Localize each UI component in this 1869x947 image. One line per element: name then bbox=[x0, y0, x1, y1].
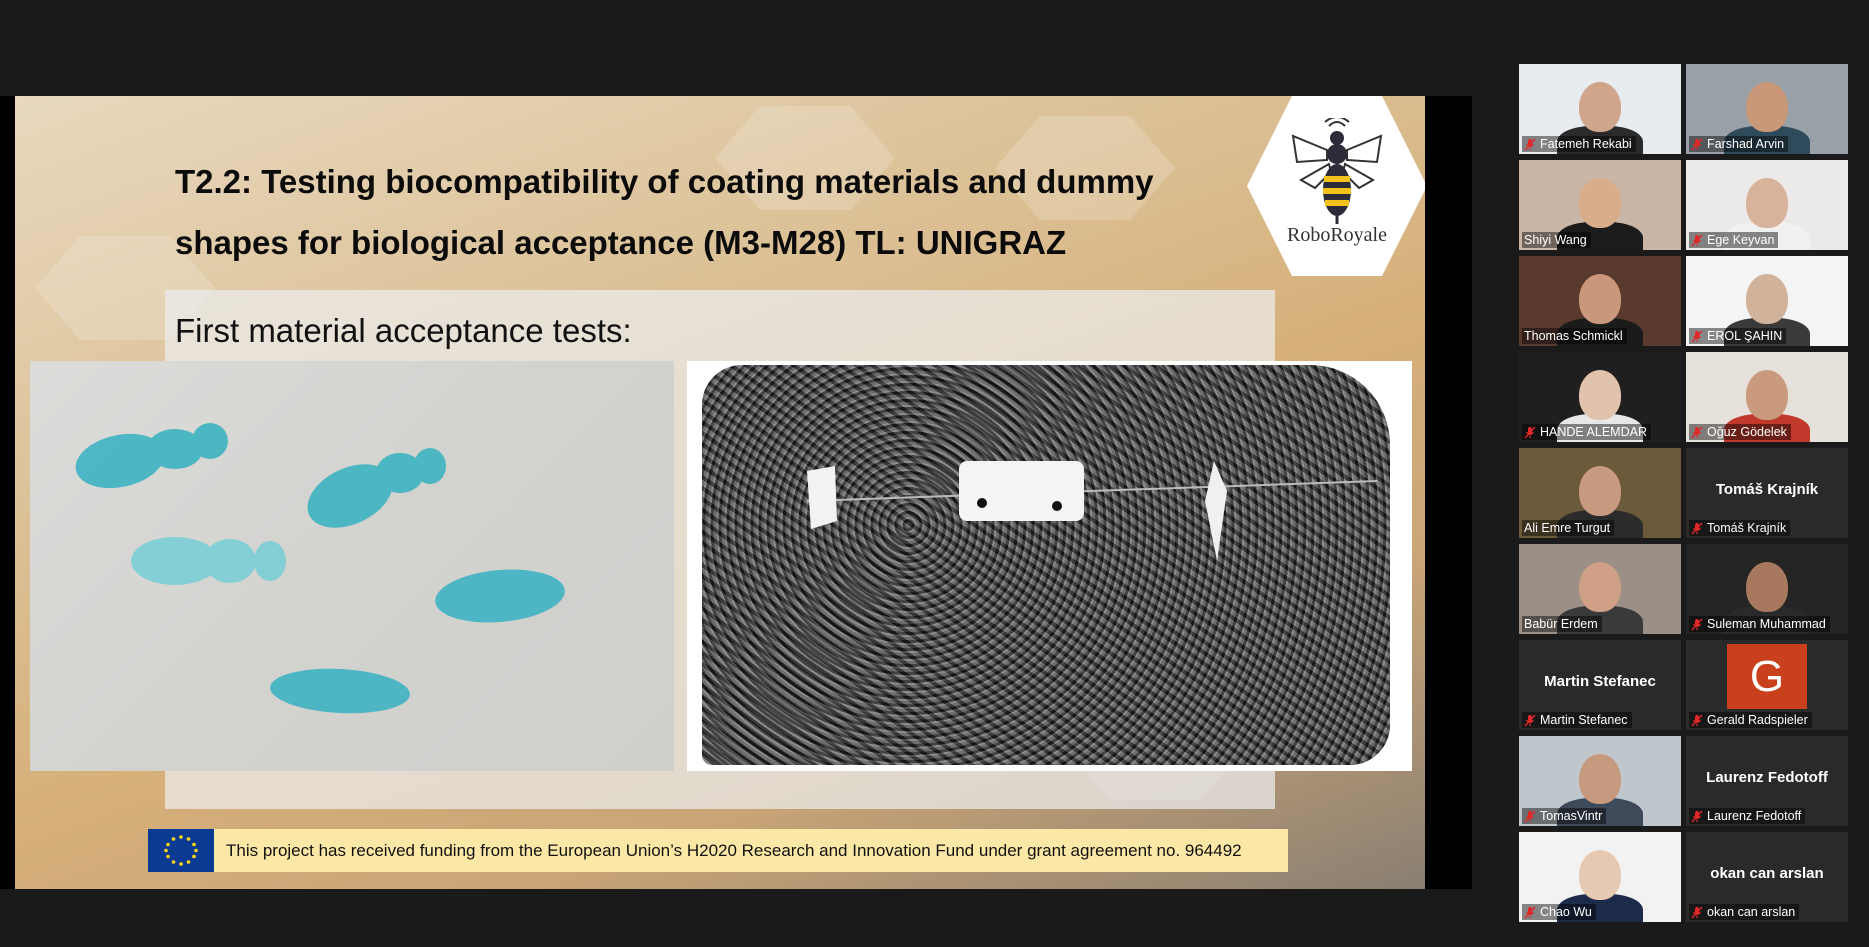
participant-video bbox=[1519, 256, 1681, 346]
participant-video bbox=[1519, 160, 1681, 250]
participant-tile[interactable]: Oğuz Gödelek bbox=[1686, 352, 1848, 442]
participant-name: Ege Keyvan bbox=[1707, 233, 1775, 247]
participant-video bbox=[1519, 64, 1681, 154]
participant-name-label: TomasVintr bbox=[1522, 808, 1607, 824]
mic-muted-icon bbox=[1691, 618, 1703, 630]
mic-muted-icon bbox=[1691, 426, 1703, 438]
participant-tile[interactable]: Martin Stefanec Martin Stefanec bbox=[1519, 640, 1681, 730]
shared-screen: T2.2: Testing biocompatibility of coatin… bbox=[0, 96, 1472, 889]
participant-name-label: Ege Keyvan bbox=[1689, 232, 1779, 248]
participant-display-name: Laurenz Fedotoff bbox=[1706, 769, 1828, 786]
mic-muted-icon bbox=[1691, 138, 1703, 150]
participant-name: HANDE ALEMDAR bbox=[1540, 425, 1647, 439]
participant-name-label: Farshad Arvin bbox=[1689, 136, 1789, 152]
participant-name: Shiyi Wang bbox=[1524, 233, 1587, 247]
roboroyale-logo: RoboRoyale bbox=[1247, 96, 1425, 276]
participant-name: Fatemeh Rekabi bbox=[1540, 137, 1632, 151]
participant-video bbox=[1686, 544, 1848, 634]
participant-tile[interactable]: Chao Wu bbox=[1519, 832, 1681, 922]
participant-video bbox=[1686, 256, 1848, 346]
mic-muted-icon bbox=[1524, 426, 1536, 438]
participant-tile[interactable]: Thomas Schmickl bbox=[1519, 256, 1681, 346]
dummy-shapes-photo bbox=[30, 361, 674, 771]
participant-name: Laurenz Fedotoff bbox=[1707, 809, 1802, 823]
participant-tile[interactable]: Shiyi Wang bbox=[1519, 160, 1681, 250]
mic-muted-icon bbox=[1524, 906, 1536, 918]
participant-name-label: okan can arslan bbox=[1689, 904, 1800, 920]
participant-tile[interactable]: EROL ŞAHIN bbox=[1686, 256, 1848, 346]
participant-tile[interactable]: Farshad Arvin bbox=[1686, 64, 1848, 154]
mic-muted-icon bbox=[1691, 522, 1703, 534]
participant-name: TomasVintr bbox=[1540, 809, 1603, 823]
participant-tile[interactable]: Laurenz Fedotoff Laurenz Fedotoff bbox=[1686, 736, 1848, 826]
participant-tile[interactable]: Babür Erdem bbox=[1519, 544, 1681, 634]
participant-video bbox=[1519, 832, 1681, 922]
participant-video bbox=[1519, 448, 1681, 538]
participant-name-label: HANDE ALEMDAR bbox=[1522, 424, 1651, 440]
mic-muted-icon bbox=[1691, 330, 1703, 342]
participant-name: Thomas Schmickl bbox=[1524, 329, 1623, 343]
participant-tile[interactable]: Ali Emre Turgut bbox=[1519, 448, 1681, 538]
participant-name: EROL ŞAHIN bbox=[1707, 329, 1783, 343]
participant-tile[interactable]: TomasVintr bbox=[1519, 736, 1681, 826]
participant-name-label: Tomáš Krajník bbox=[1689, 520, 1791, 536]
participant-tile[interactable]: Fatemeh Rekabi bbox=[1519, 64, 1681, 154]
participant-name: Martin Stefanec bbox=[1540, 713, 1628, 727]
bee-logo-icon bbox=[1291, 118, 1383, 224]
participant-tile[interactable]: Suleman Muhammad bbox=[1686, 544, 1848, 634]
beehive-test-photo bbox=[687, 361, 1412, 771]
participant-tile[interactable]: HANDE ALEMDAR bbox=[1519, 352, 1681, 442]
participant-name: Farshad Arvin bbox=[1707, 137, 1785, 151]
participant-display-name: okan can arslan bbox=[1710, 865, 1824, 882]
participant-avatar: G bbox=[1727, 644, 1807, 709]
presentation-slide: T2.2: Testing biocompatibility of coatin… bbox=[15, 96, 1425, 889]
participant-video bbox=[1519, 544, 1681, 634]
mic-muted-icon bbox=[1691, 906, 1703, 918]
participant-display-name: Tomáš Krajník bbox=[1715, 481, 1819, 498]
participant-tile[interactable]: G Gerald Radspieler bbox=[1686, 640, 1848, 730]
participant-name: okan can arslan bbox=[1707, 905, 1796, 919]
mic-muted-icon bbox=[1691, 714, 1703, 726]
participant-video bbox=[1686, 352, 1848, 442]
participant-name: Oğuz Gödelek bbox=[1707, 425, 1787, 439]
participant-display-name: Martin Stefanec bbox=[1544, 673, 1656, 690]
mic-muted-icon bbox=[1524, 714, 1536, 726]
participant-video bbox=[1519, 352, 1681, 442]
participant-video bbox=[1686, 64, 1848, 154]
mic-muted-icon bbox=[1691, 234, 1703, 246]
participant-name-label: Shiyi Wang bbox=[1522, 232, 1591, 248]
participant-name-label: Martin Stefanec bbox=[1522, 712, 1632, 728]
funding-banner: This project has received funding from t… bbox=[148, 829, 1288, 872]
participant-name-label: EROL ŞAHIN bbox=[1689, 328, 1787, 344]
participant-name-label: Laurenz Fedotoff bbox=[1689, 808, 1806, 824]
slide-subtitle: First material acceptance tests: bbox=[175, 312, 632, 349]
participant-name-label: Suleman Muhammad bbox=[1689, 616, 1830, 632]
participant-name-label: Ali Emre Turgut bbox=[1522, 520, 1615, 536]
mic-muted-icon bbox=[1691, 810, 1703, 822]
participant-tile[interactable]: okan can arslan okan can arslan bbox=[1686, 832, 1848, 922]
participant-tile[interactable]: Ege Keyvan bbox=[1686, 160, 1848, 250]
logo-text: RoboRoyale bbox=[1287, 224, 1387, 246]
participant-name-label: Oğuz Gödelek bbox=[1689, 424, 1791, 440]
participant-name-label: Thomas Schmickl bbox=[1522, 328, 1627, 344]
participant-video bbox=[1686, 160, 1848, 250]
participant-tile[interactable]: Tomáš Krajník Tomáš Krajník bbox=[1686, 448, 1848, 538]
eu-flag-icon bbox=[148, 829, 214, 872]
participant-name: Tomáš Krajník bbox=[1707, 521, 1787, 535]
participant-name-label: Babür Erdem bbox=[1522, 616, 1602, 632]
participant-name: Ali Emre Turgut bbox=[1524, 521, 1611, 535]
participant-name-label: Chao Wu bbox=[1522, 904, 1596, 920]
slide-title: T2.2: Testing biocompatibility of coatin… bbox=[175, 163, 1154, 261]
participant-name: Babür Erdem bbox=[1524, 617, 1598, 631]
participant-video bbox=[1519, 736, 1681, 826]
participant-name: Gerald Radspieler bbox=[1707, 713, 1808, 727]
participant-name-label: Fatemeh Rekabi bbox=[1522, 136, 1636, 152]
funding-text: This project has received funding from t… bbox=[226, 841, 1242, 860]
participant-name-label: Gerald Radspieler bbox=[1689, 712, 1812, 728]
mic-muted-icon bbox=[1524, 138, 1536, 150]
participant-name: Chao Wu bbox=[1540, 905, 1592, 919]
participant-name: Suleman Muhammad bbox=[1707, 617, 1826, 631]
mic-muted-icon bbox=[1524, 810, 1536, 822]
